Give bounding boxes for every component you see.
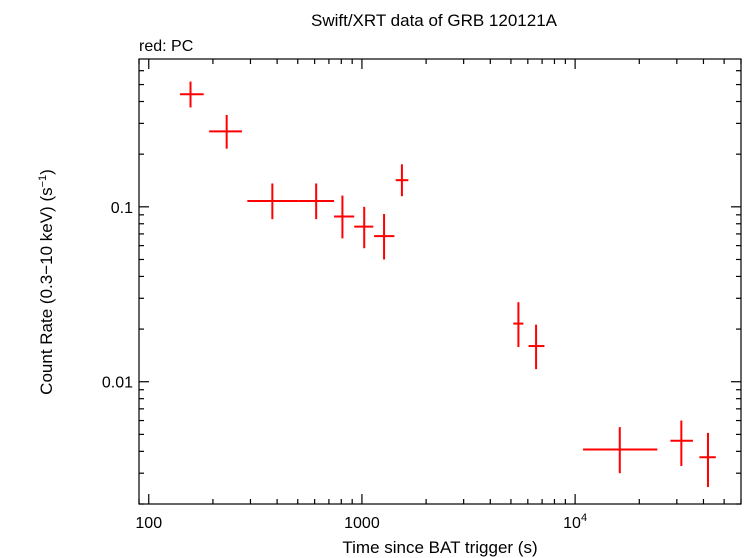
data-points xyxy=(179,81,716,488)
y-tick-label: 0.01 xyxy=(102,375,133,392)
y-axis-label-end: ) xyxy=(37,169,56,175)
y-axis-label-main: Count Rate (0.3−10 keV) (s xyxy=(37,187,56,394)
data-point xyxy=(354,206,374,249)
chart-title: Swift/XRT data of GRB 120121A xyxy=(311,11,558,30)
data-point xyxy=(699,432,716,488)
data-point xyxy=(209,114,243,149)
data-point xyxy=(179,81,204,108)
data-point xyxy=(513,302,524,347)
data-point xyxy=(334,195,355,239)
legend-note: red: PC xyxy=(139,38,193,55)
y-axis-label-sup: −1 xyxy=(37,175,49,188)
x-axis-label: Time since BAT trigger (s) xyxy=(342,538,537,557)
y-axis-label: Count Rate (0.3−10 keV) (s−1) xyxy=(37,169,56,395)
y-tick-label: 0.1 xyxy=(111,200,133,217)
x-tick-label: 1000 xyxy=(344,515,380,532)
x-tick-label-text: 10 xyxy=(563,515,581,532)
x-tick-label-text: 1000 xyxy=(344,515,380,532)
x-tick-label-text: 100 xyxy=(135,515,162,532)
data-point xyxy=(298,183,335,220)
y-axis-tick-labels: 0.01 0.1 xyxy=(102,200,133,392)
data-point xyxy=(395,164,409,197)
x-tick-label: 100 xyxy=(135,515,162,532)
data-point xyxy=(670,420,693,466)
data-point xyxy=(374,213,395,260)
x-axis-ticks xyxy=(138,59,742,504)
x-tick-label-exponent: 4 xyxy=(581,512,587,524)
plot-frame xyxy=(138,58,742,505)
y-axis-ticks xyxy=(139,70,741,505)
data-point xyxy=(528,324,545,370)
data-point xyxy=(583,427,658,474)
data-point xyxy=(247,183,299,220)
x-axis-tick-labels: 100 1000 104 xyxy=(135,512,587,532)
x-tick-label: 104 xyxy=(563,512,587,532)
